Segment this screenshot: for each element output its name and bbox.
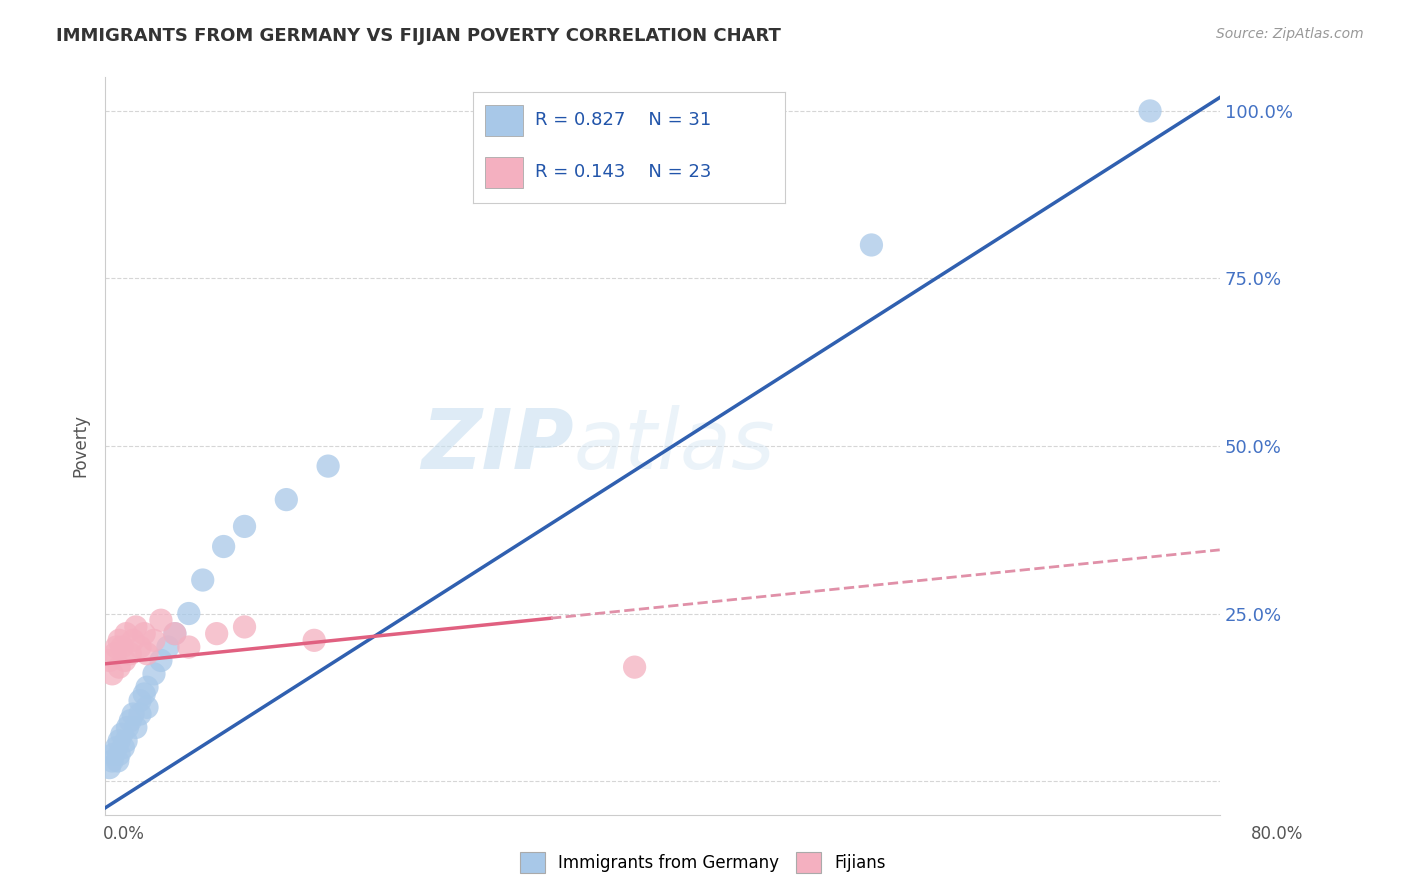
Point: [122, 633, 145, 648]
Point: [129, 693, 152, 707]
Point: [115, 734, 138, 748]
Point: [101, 666, 124, 681]
Point: [191, 573, 214, 587]
Point: [1139, 103, 1161, 118]
Point: [120, 647, 142, 661]
Point: [108, 747, 131, 762]
Point: [134, 687, 156, 701]
Point: [233, 519, 256, 533]
Point: [104, 647, 127, 661]
Point: [149, 653, 172, 667]
Text: Source: ZipAtlas.com: Source: ZipAtlas.com: [1216, 27, 1364, 41]
Point: [115, 626, 138, 640]
Point: [149, 613, 172, 627]
Point: [111, 727, 134, 741]
Point: [112, 740, 135, 755]
Point: [111, 640, 134, 654]
Point: [103, 747, 125, 762]
Point: [205, 626, 228, 640]
Point: [860, 238, 883, 252]
Point: [129, 706, 152, 721]
Point: [163, 626, 186, 640]
Point: [136, 680, 159, 694]
Point: [143, 633, 166, 648]
Point: [108, 660, 131, 674]
Text: IMMIGRANTS FROM GERMANY VS FIJIAN POVERTY CORRELATION CHART: IMMIGRANTS FROM GERMANY VS FIJIAN POVERT…: [56, 27, 782, 45]
Point: [276, 492, 298, 507]
Point: [105, 640, 128, 654]
Text: 0.0%: 0.0%: [103, 825, 145, 843]
Point: [125, 620, 148, 634]
Point: [177, 607, 200, 621]
Point: [156, 640, 179, 654]
Point: [108, 633, 131, 648]
Point: [101, 754, 124, 768]
Point: [114, 653, 136, 667]
Point: [212, 540, 235, 554]
Point: [623, 660, 645, 674]
Point: [163, 626, 186, 640]
Point: [122, 706, 145, 721]
Point: [134, 626, 156, 640]
Text: ZIP: ZIP: [420, 406, 574, 486]
Text: 80.0%: 80.0%: [1251, 825, 1303, 843]
Point: [98, 653, 121, 667]
Point: [143, 666, 166, 681]
Point: [120, 714, 142, 728]
Point: [233, 620, 256, 634]
Point: [316, 459, 339, 474]
Point: [117, 721, 139, 735]
Point: [125, 721, 148, 735]
Text: atlas: atlas: [574, 406, 775, 486]
Point: [129, 640, 152, 654]
Point: [136, 700, 159, 714]
Legend: Immigrants from Germany, Fijians: Immigrants from Germany, Fijians: [513, 846, 893, 880]
Point: [105, 740, 128, 755]
Point: [177, 640, 200, 654]
Point: [107, 754, 129, 768]
Point: [302, 633, 325, 648]
Point: [98, 761, 121, 775]
Point: [108, 734, 131, 748]
Point: [136, 647, 159, 661]
Y-axis label: Poverty: Poverty: [72, 415, 89, 477]
